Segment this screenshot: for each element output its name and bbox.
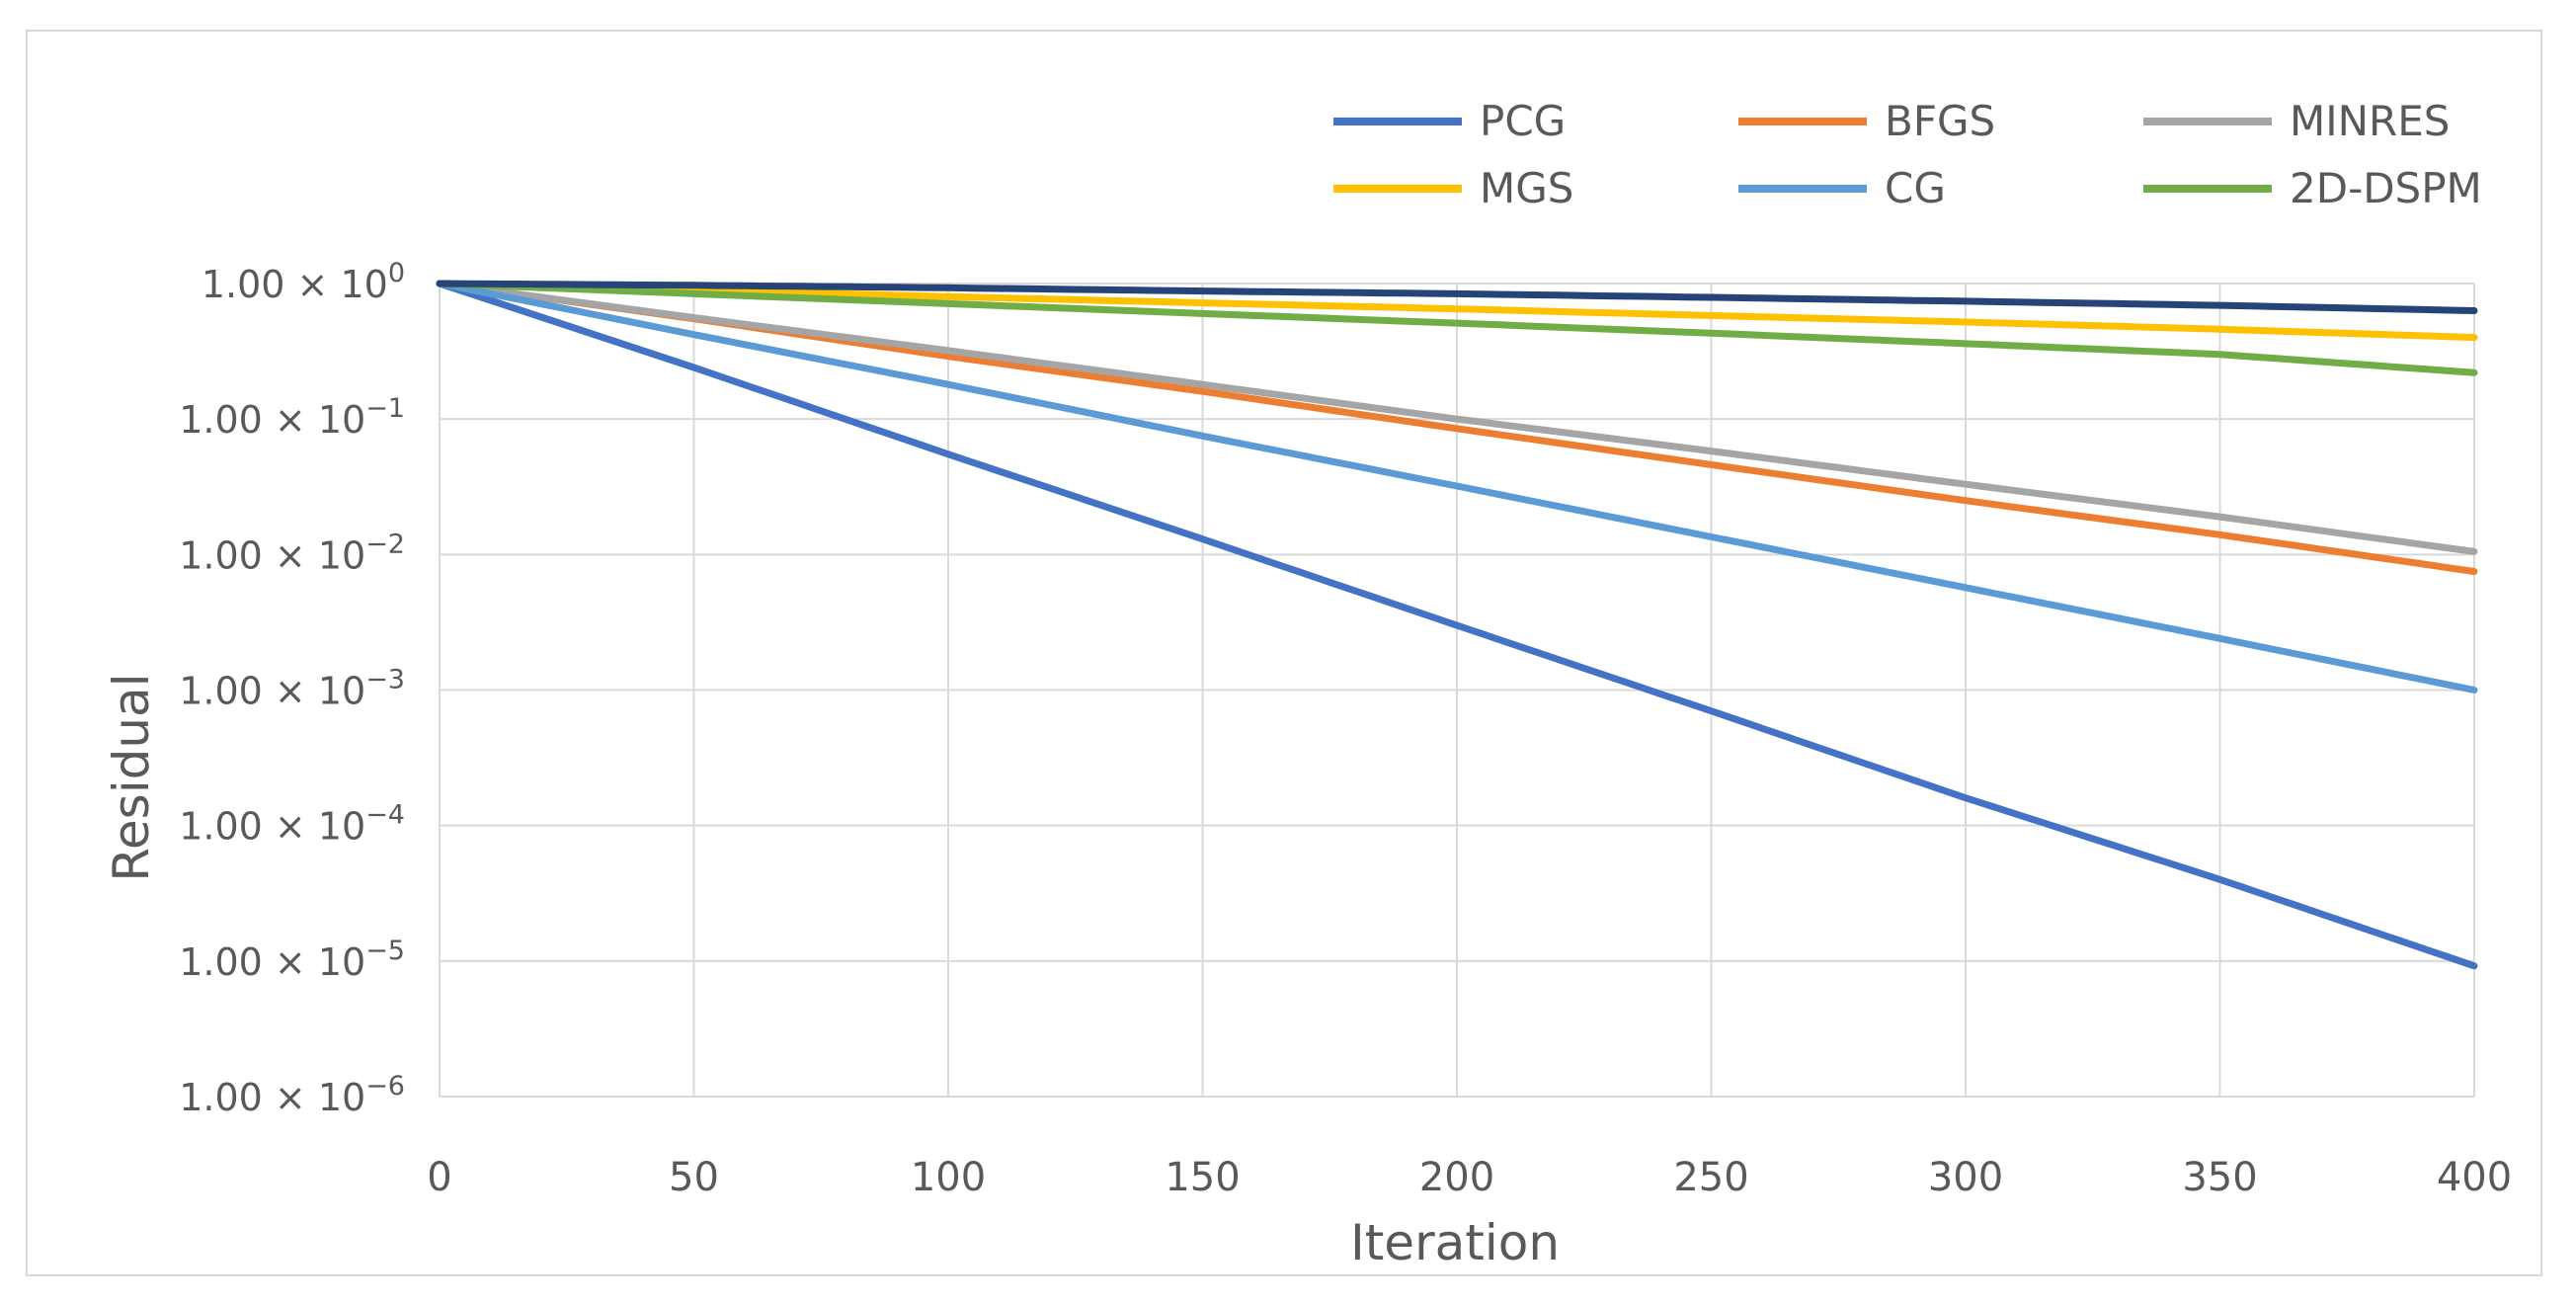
legend-label: PCG: [1480, 97, 1566, 145]
legend-label: MGS: [1480, 164, 1573, 212]
x-tick-label: 0: [427, 1155, 451, 1200]
series-line-2d-dspm: [436, 280, 2478, 376]
y-tick-label: 1.00 × 10−1: [179, 393, 405, 442]
y-tick-label: 1.00 × 10−4: [179, 800, 405, 849]
legend-label: BFGS: [1885, 97, 1995, 145]
series-lines: [436, 280, 2478, 970]
series-line-mgs: [436, 280, 2478, 342]
x-axis-title: Iteration: [1350, 1214, 1560, 1271]
x-tick-label: 50: [669, 1155, 719, 1200]
y-tick-label: 1.00 × 10−6: [179, 1071, 405, 1119]
x-tick-labels: 0 50 100 150 200 250 300 350 400: [427, 1155, 2512, 1200]
legend-label: 2D-DSPM: [2290, 164, 2482, 212]
y-axis-title: Residual: [103, 673, 160, 881]
series-line-minres: [436, 280, 2478, 555]
legend-label: CG: [1885, 164, 1946, 212]
series-line-cg: [436, 280, 2478, 694]
gridlines: [439, 283, 2475, 1098]
y-tick-label: 1.00 × 10−5: [179, 936, 405, 984]
x-tick-label: 350: [2182, 1155, 2257, 1200]
legend: PCG BFGS MINRES MGS CG 2D-DSPM: [1333, 97, 2482, 212]
chart-frame: [26, 30, 2542, 1276]
series-line-pcg: [436, 280, 2478, 970]
y-tick-label: 1.00 × 10−2: [179, 529, 405, 577]
x-tick-label: 300: [1928, 1155, 2003, 1200]
legend-label: MINRES: [2290, 97, 2450, 145]
x-tick-label: 250: [1673, 1155, 1748, 1200]
x-tick-label: 150: [1165, 1155, 1240, 1200]
x-tick-label: 100: [911, 1155, 986, 1200]
y-tick-label: 1.00 × 100: [201, 258, 405, 306]
x-tick-label: 200: [1419, 1155, 1494, 1200]
x-tick-label: 400: [2437, 1155, 2512, 1200]
y-tick-labels: 1.00 × 100 1.00 × 10−1 1.00 × 10−2 1.00 × 1…: [179, 258, 405, 1119]
series-line-unlabeled: [436, 280, 2478, 314]
y-tick-label: 1.00 × 10−3: [179, 665, 405, 713]
